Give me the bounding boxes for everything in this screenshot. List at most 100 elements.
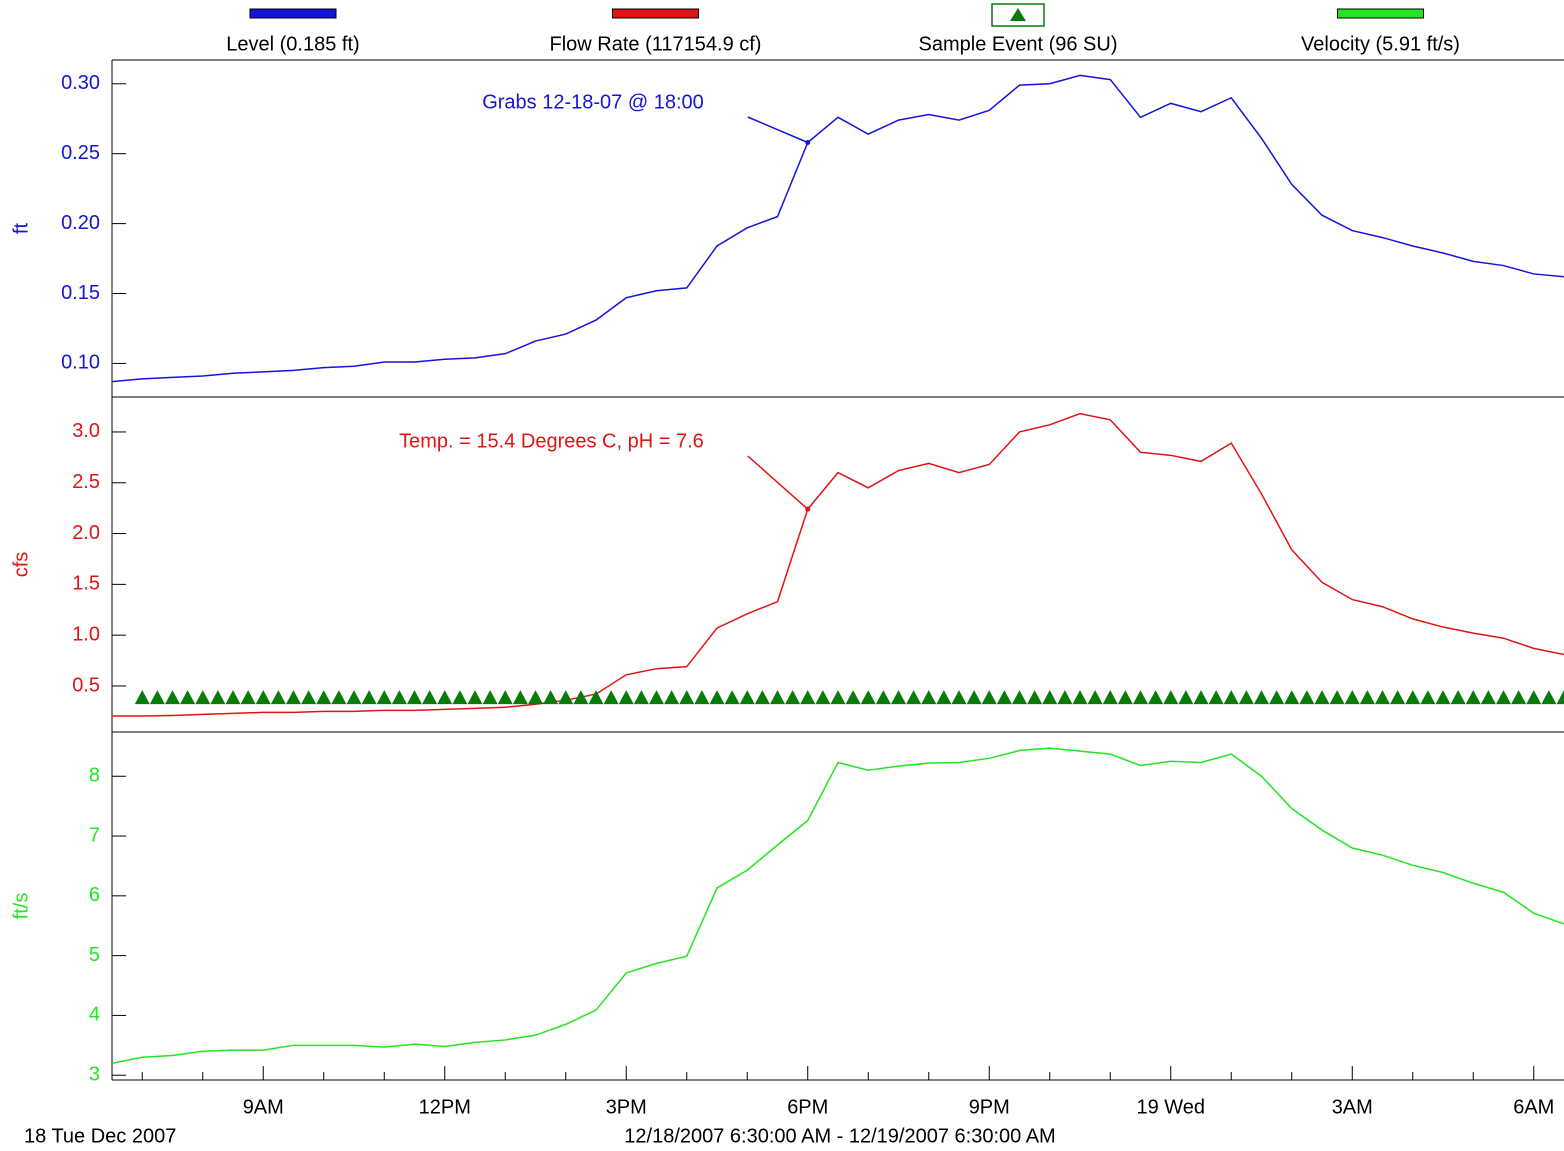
annotation-leader: [747, 455, 809, 510]
sample-event-marker: [195, 690, 211, 705]
sample-event-marker: [936, 690, 952, 705]
sample-event-marker: [1496, 690, 1511, 705]
sample-event-marker: [724, 690, 740, 705]
sample-event-marker: [754, 690, 770, 705]
sample-event-marker: [1284, 690, 1300, 705]
sample-event-marker: [255, 690, 271, 705]
sample-event-marker: [815, 690, 831, 705]
sample-event-marker: [1117, 690, 1133, 705]
sample-event-marker: [376, 690, 392, 705]
sample-event-marker: [588, 690, 604, 705]
y-tick-label: 7: [89, 824, 100, 846]
sample-event-marker: [694, 690, 710, 705]
sample-event-marker: [543, 690, 559, 705]
sample-event-marker: [165, 690, 180, 705]
sample-event-marker: [951, 690, 967, 705]
sample-event-marker: [482, 690, 498, 705]
sample-event-marker: [860, 690, 876, 705]
y-axis-label: ft/s: [10, 893, 32, 920]
sample-event-marker: [331, 690, 347, 705]
sample-event-marker: [1042, 690, 1058, 705]
sample-event-marker: [286, 690, 301, 705]
sample-event-marker: [1556, 690, 1564, 705]
legend-swatch: [1337, 8, 1424, 19]
sample-event-marker: [225, 690, 241, 705]
sample-event-marker: [1329, 690, 1345, 705]
y-axis-label: cfs: [10, 552, 32, 578]
sample-event-marker: [1299, 690, 1315, 705]
sample-event-marker: [512, 690, 528, 705]
sample-event-marker: [1359, 690, 1375, 705]
annotation-leader: [747, 116, 809, 144]
sample-event-marker: [134, 690, 150, 705]
legend-swatch: [612, 8, 699, 19]
sample-event-marker: [1390, 690, 1406, 705]
y-tick-label: 5: [89, 944, 100, 966]
legend-label: Level (0.185 ft): [226, 33, 359, 55]
sample-event-marker: [1057, 690, 1073, 705]
sample-event-marker: [1541, 690, 1557, 705]
sample-event-marker: [1480, 690, 1496, 705]
y-tick-label: 0.5: [72, 674, 100, 696]
y-tick-label: 4: [89, 1004, 100, 1026]
sample-event-marker: [603, 690, 619, 705]
y-tick-label: 8: [89, 765, 100, 787]
x-tick-label: 6AM: [1513, 1096, 1554, 1118]
legend-swatch: [249, 8, 337, 19]
sample-event-marker: [966, 690, 982, 705]
sample-event-marker: [800, 690, 816, 705]
sample-event-marker: [981, 690, 997, 705]
y-tick-label: 2.0: [72, 522, 100, 544]
sample-event-marker: [679, 690, 695, 705]
sample-event-marker: [1254, 690, 1269, 705]
sample-event-marker: [240, 690, 256, 705]
sample-event-marker: [770, 690, 785, 705]
y-tick-label: 6: [89, 884, 100, 906]
sample-event-marker: [709, 690, 725, 705]
sample-event-marker: [1223, 690, 1239, 705]
sample-event-marker: [1208, 690, 1224, 705]
x-tick-label: 3PM: [606, 1096, 647, 1118]
legend-label: Velocity (5.91 ft/s): [1301, 33, 1460, 55]
sample-event-marker: [1133, 690, 1148, 705]
sample-event-marker: [407, 690, 422, 705]
y-tick-label: 0.15: [61, 282, 100, 304]
sample-event-marker: [1435, 690, 1451, 705]
sample-event-marker: [785, 690, 801, 705]
sample-event-marker: [1193, 690, 1209, 705]
sample-event-marker: [1420, 690, 1436, 705]
sample-event-marker: [845, 690, 861, 705]
sample-event-marker: [422, 690, 438, 705]
sample-event-marker: [1178, 690, 1194, 705]
sample-event-marker: [1344, 690, 1360, 705]
y-tick-label: 1.0: [72, 623, 100, 645]
sample-event-marker: [1450, 690, 1466, 705]
legend-label: Sample Event (96 SU): [919, 33, 1118, 55]
series-line: [112, 74, 1564, 383]
date-label: 18 Tue Dec 2007: [24, 1125, 176, 1147]
y-tick-label: 3.0: [72, 420, 100, 442]
sample-event-marker: [664, 690, 680, 705]
y-tick-label: 3: [89, 1063, 100, 1085]
annotation-text: Temp. = 15.4 Degrees C, pH = 7.6: [399, 430, 704, 452]
plot-area: [112, 74, 1564, 1064]
sample-event-marker: [210, 690, 226, 705]
sample-event-marker: [1526, 690, 1542, 705]
x-tick-label: 6PM: [787, 1096, 828, 1118]
sample-event-marker: [1314, 690, 1330, 705]
sample-event-marker: [270, 690, 286, 705]
y-tick-label: 0.30: [61, 72, 100, 94]
sample-event-marker: [528, 690, 543, 705]
legend-label: Flow Rate (117154.9 cf): [550, 33, 762, 55]
legend-marker: [1010, 8, 1026, 21]
sample-event-marker: [497, 690, 513, 705]
sample-event-marker: [921, 690, 937, 705]
sample-event-marker: [316, 690, 332, 705]
series-line: [112, 412, 1564, 717]
sample-event-marker: [1163, 690, 1179, 705]
sample-event-marker: [361, 690, 377, 705]
sample-event-marker: [1072, 690, 1088, 705]
sample-event-marker: [1148, 690, 1164, 705]
